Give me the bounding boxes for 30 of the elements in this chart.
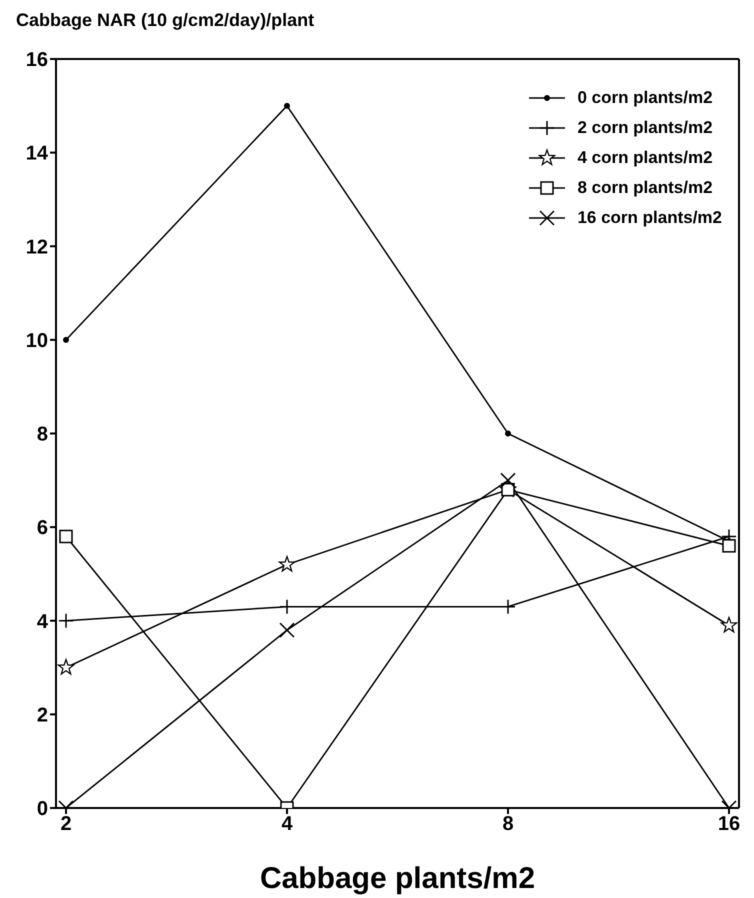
y-tick-label: 0 — [36, 798, 48, 820]
point — [58, 658, 74, 675]
point — [59, 530, 73, 544]
y-tick-label: 8 — [36, 424, 48, 446]
point — [505, 430, 511, 436]
legend-label: 16 corn plants/m2 — [577, 208, 722, 228]
x-tick-label: 8 — [502, 813, 514, 836]
x-tick-label: 4 — [281, 813, 294, 836]
chart-title: Cabbage NAR (10 g/cm2/day)/plant — [16, 10, 314, 31]
y-tick-label: 12 — [26, 236, 48, 258]
y-tick-label: 4 — [36, 610, 49, 633]
point — [279, 622, 295, 638]
point — [278, 556, 296, 572]
x-tick-label: 2 — [60, 813, 72, 836]
legend-label: 0 corn plants/m2 — [577, 88, 713, 108]
point — [284, 102, 290, 109]
legend-label: 2 corn plants/m2 — [577, 118, 713, 138]
point — [720, 616, 738, 633]
y-tick-label: 2 — [36, 704, 48, 726]
legend-label: 8 corn plants/m2 — [577, 178, 713, 198]
y-tick-label: 16 — [26, 49, 48, 72]
y-tick-label: 14 — [26, 142, 49, 165]
y-tick-label: 6 — [36, 517, 48, 540]
legend-label: 4 corn plants/m2 — [577, 148, 713, 168]
x-axis-title: Cabbage plants/m2 — [260, 862, 536, 895]
point — [500, 472, 516, 488]
point — [722, 539, 736, 553]
y-tick-label: 10 — [26, 330, 48, 352]
x-tick-label: 16 — [718, 813, 740, 836]
point — [63, 336, 69, 343]
